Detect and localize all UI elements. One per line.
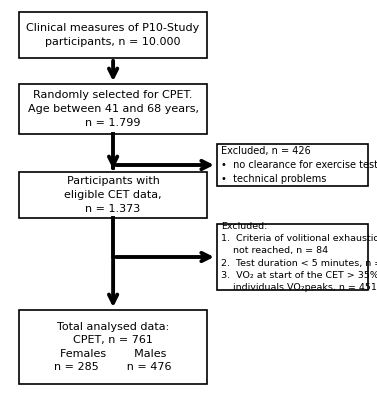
Text: Clinical measures of P10-Study
participants, n = 10.000: Clinical measures of P10-Study participa… — [26, 23, 200, 47]
Text: Excluded, n = 426
•  no clearance for exercise testing
•  technical problems: Excluded, n = 426 • no clearance for exe… — [221, 146, 377, 184]
FancyBboxPatch shape — [19, 310, 207, 384]
FancyBboxPatch shape — [217, 224, 368, 290]
Text: Participants with
eligible CET data,
n = 1.373: Participants with eligible CET data, n =… — [64, 176, 162, 214]
Text: Excluded:
1.  Criteria of volitional exhaustion
    not reached, n = 84
2.  Test: Excluded: 1. Criteria of volitional exha… — [221, 222, 377, 292]
Text: Randomly selected for CPET.
Age between 41 and 68 years,
n = 1.799: Randomly selected for CPET. Age between … — [28, 90, 199, 128]
FancyBboxPatch shape — [19, 84, 207, 134]
FancyBboxPatch shape — [19, 12, 207, 58]
FancyBboxPatch shape — [19, 172, 207, 218]
Text: Total analysed data:
CPET, n = 761
Females        Males
n = 285        n = 476: Total analysed data: CPET, n = 761 Femal… — [54, 322, 172, 372]
FancyBboxPatch shape — [217, 144, 368, 186]
